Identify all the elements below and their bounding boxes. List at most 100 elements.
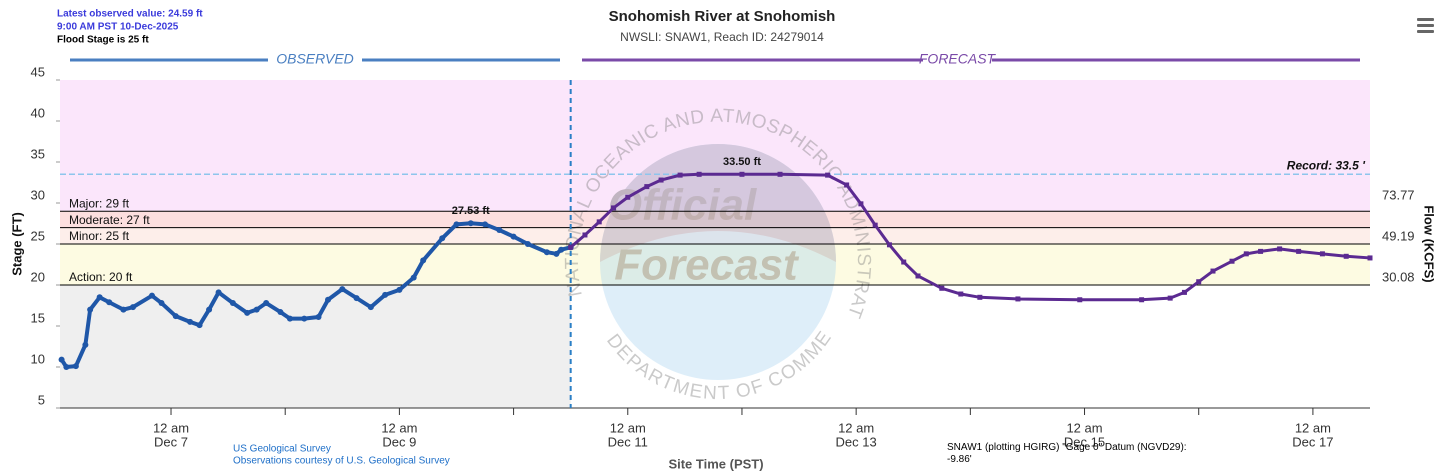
- status-time: 9:00 AM PST 10-Dec-2025: [57, 22, 179, 33]
- x-tick-label: Dec 9: [382, 434, 416, 449]
- y-tick-label: 40: [31, 105, 45, 120]
- data-point: [915, 273, 921, 279]
- data-point: [315, 313, 322, 320]
- menu-bar: [1417, 30, 1434, 33]
- data-point: [858, 201, 864, 207]
- data-point: [1319, 251, 1325, 257]
- data-point: [625, 194, 631, 200]
- data-point: [1229, 258, 1235, 264]
- flood-label: Moderate: 27 ft: [69, 213, 150, 227]
- data-point: [1181, 289, 1187, 295]
- data-point: [1258, 248, 1264, 254]
- data-point: [482, 221, 489, 228]
- x-tick-label: Dec 15: [1064, 434, 1105, 449]
- data-point: [453, 221, 460, 228]
- chart-title: Snohomish River at Snohomish: [609, 8, 836, 25]
- data-point: [958, 291, 964, 297]
- data-point: [244, 309, 251, 316]
- record-label: Record: 33.5 ': [1287, 158, 1366, 172]
- y2-tick-label: 73.77: [1382, 187, 1415, 202]
- watermark-line2: Forecast: [614, 241, 800, 290]
- x-tick-label: Dec 17: [1292, 434, 1333, 449]
- data-point: [396, 286, 403, 293]
- data-point: [496, 227, 503, 234]
- data-point: [658, 177, 664, 183]
- x-tick-label: 12 am: [1295, 420, 1331, 435]
- data-point: [1277, 246, 1283, 252]
- data-point: [844, 182, 850, 188]
- observed-shade: [60, 285, 571, 408]
- status-flood-stage: Flood Stage is 25 ft: [57, 35, 149, 46]
- x-tick-label: Dec 7: [154, 434, 188, 449]
- data-point: [1296, 248, 1302, 254]
- flood-band: [60, 244, 1370, 285]
- data-point: [410, 274, 417, 281]
- x-tick-label: 12 am: [381, 420, 417, 435]
- data-point: [1210, 268, 1216, 274]
- y-tick-label: 25: [31, 228, 45, 243]
- data-point: [825, 172, 831, 178]
- y2-tick-label: 30.08: [1382, 269, 1415, 284]
- y2-tick-label: 49.19: [1382, 228, 1415, 243]
- data-point: [1015, 296, 1021, 302]
- x-tick-label: 12 am: [610, 420, 646, 435]
- data-point: [82, 341, 89, 348]
- data-point: [215, 289, 222, 296]
- data-point: [696, 171, 702, 177]
- data-point: [543, 249, 550, 256]
- credit: Observations courtesy of U.S. Geological…: [233, 456, 450, 467]
- flood-band: [60, 211, 1370, 228]
- data-point: [353, 295, 360, 302]
- data-point: [196, 322, 203, 329]
- data-point: [739, 171, 745, 177]
- y-axis-label: Stage (FT): [9, 212, 24, 276]
- x-tick-label: 12 am: [153, 420, 189, 435]
- data-point: [382, 291, 389, 298]
- data-point: [1196, 279, 1202, 285]
- x-tick-label: Dec 11: [608, 434, 648, 449]
- data-point: [277, 309, 284, 316]
- menu-bar: [1417, 24, 1434, 27]
- data-point: [206, 306, 213, 313]
- data-point: [1167, 295, 1173, 301]
- data-point: [1343, 253, 1349, 259]
- y-tick-label: 45: [31, 64, 45, 79]
- data-point: [467, 220, 474, 227]
- x-tick-label: Dec 13: [836, 434, 877, 449]
- data-point: [524, 241, 531, 247]
- flood-band: [60, 227, 1370, 244]
- y-tick-label: 10: [31, 351, 45, 366]
- data-point: [229, 300, 236, 307]
- data-point: [63, 364, 70, 370]
- data-point: [901, 259, 907, 265]
- flood-band: [60, 80, 1370, 212]
- data-point: [777, 171, 783, 177]
- menu-bar: [1417, 18, 1434, 21]
- y-tick-label: 35: [31, 146, 45, 161]
- data-point: [439, 235, 446, 242]
- data-point: [187, 318, 194, 325]
- data-point: [1077, 297, 1083, 303]
- flood-label: Major: 29 ft: [69, 196, 130, 210]
- watermark-line1: Official: [608, 181, 757, 230]
- data-point: [1367, 255, 1373, 261]
- data-point: [172, 313, 179, 320]
- flood-label: Action: 20 ft: [69, 270, 133, 284]
- data-point: [129, 304, 136, 311]
- credit: US Geological Survey: [233, 444, 331, 455]
- data-point: [72, 363, 79, 370]
- data-point: [510, 233, 517, 240]
- data-point: [148, 292, 155, 299]
- data-point: [96, 294, 103, 301]
- data-point: [420, 257, 427, 264]
- menu-button[interactable]: [1412, 12, 1440, 38]
- peak-label: 33.50 ft: [723, 156, 761, 168]
- data-point: [610, 205, 616, 211]
- x-tick-label: 12 am: [1066, 420, 1102, 435]
- data-point: [1243, 251, 1249, 257]
- status-latest: Latest observed value: 24.59 ft: [57, 9, 203, 20]
- data-point: [286, 315, 293, 322]
- y-tick-label: 30: [31, 187, 45, 202]
